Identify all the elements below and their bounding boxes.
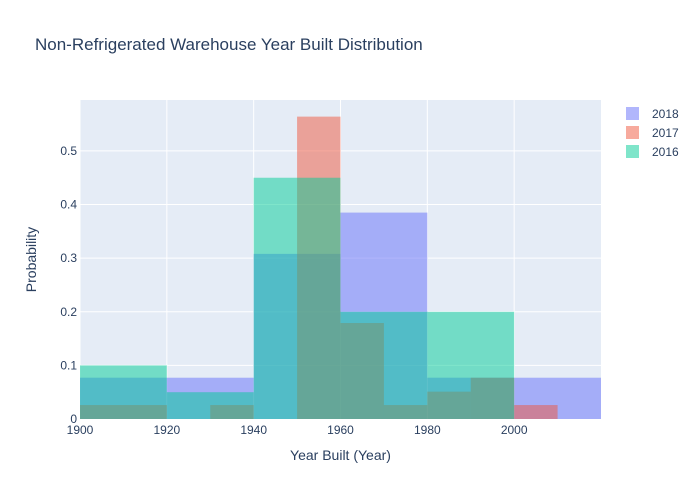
y-tick-label: 0.3	[60, 251, 77, 265]
x-tick-label: 1900	[67, 423, 94, 437]
legend-label-2018[interactable]: 2018	[652, 107, 679, 121]
bar-2016[interactable]	[253, 177, 341, 419]
y-axis-title: Probability	[23, 227, 39, 292]
x-tick-label: 2000	[501, 423, 528, 437]
bar-2016[interactable]	[427, 311, 515, 419]
x-tick-label: 1920	[153, 423, 180, 437]
y-tick-label: 0.2	[60, 305, 77, 319]
bar-2016[interactable]	[166, 392, 254, 419]
y-axis-ticks: 0 0.1 0.2 0.3 0.4 0.5	[60, 144, 77, 426]
x-tick-label: 1940	[240, 423, 267, 437]
bar-2016[interactable]	[340, 311, 428, 419]
y-tick-label: 0.4	[60, 198, 77, 212]
y-tick-label: 0.1	[60, 358, 77, 372]
legend[interactable]: 2018 2017 2016	[626, 107, 679, 159]
legend-label-2016[interactable]: 2016	[652, 145, 679, 159]
legend-swatch-2017[interactable]	[626, 126, 639, 139]
x-axis-ticks: 1900 1920 1940 1960 1980 2000	[67, 423, 528, 437]
histogram-bars	[80, 116, 601, 419]
bar-2016[interactable]	[80, 365, 167, 419]
x-tick-label: 1960	[327, 423, 354, 437]
legend-swatch-2018[interactable]	[626, 107, 639, 120]
x-axis-title: Year Built (Year)	[290, 447, 391, 463]
chart-title: Non-Refrigerated Warehouse Year Built Di…	[35, 35, 423, 54]
y-tick-label: 0	[70, 412, 77, 426]
legend-swatch-2016[interactable]	[626, 145, 639, 158]
y-tick-label: 0.5	[60, 144, 77, 158]
x-tick-label: 1980	[414, 423, 441, 437]
legend-label-2017[interactable]: 2017	[652, 126, 679, 140]
bar-2017[interactable]	[514, 405, 558, 419]
